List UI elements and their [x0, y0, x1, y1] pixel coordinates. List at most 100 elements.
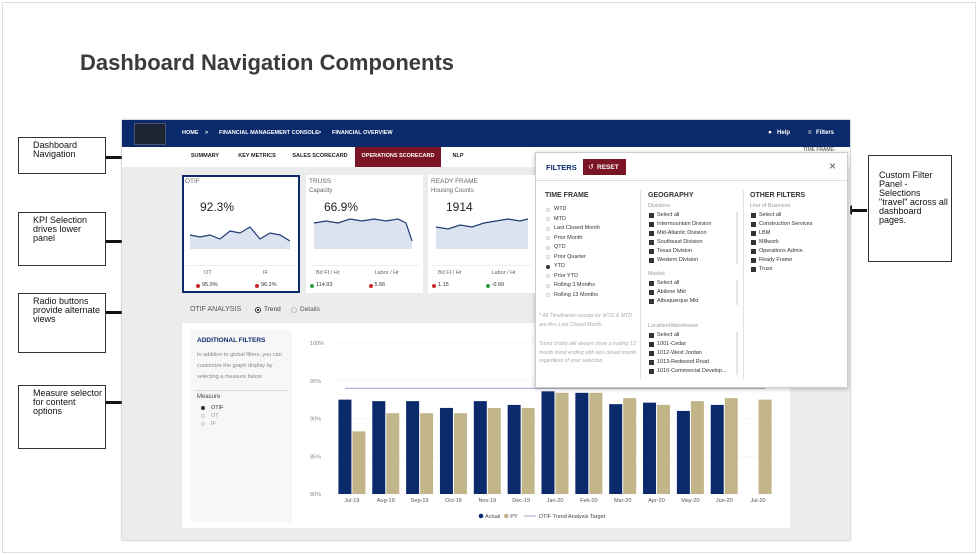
radio[interactable]: [546, 217, 550, 221]
checkbox-checked[interactable]: [751, 249, 756, 254]
filter-option[interactable]: Select all: [657, 212, 680, 218]
breadcrumb[interactable]: FINANCIAL OVERVIEW: [332, 130, 393, 136]
filter-option[interactable]: Southeast Division: [657, 239, 703, 245]
kpi-measure-value: 114.93: [316, 282, 333, 288]
checkbox-checked[interactable]: [649, 333, 654, 338]
bar: [575, 392, 589, 494]
filter-option[interactable]: 1016-Commercial Develop...: [657, 368, 727, 374]
breadcrumb[interactable]: HOME: [182, 130, 199, 136]
column-divider: [640, 190, 641, 380]
tab[interactable]: SUMMARY: [190, 153, 220, 159]
checkbox-checked[interactable]: [649, 351, 654, 356]
filter-option[interactable]: Rolling 3 Months: [554, 282, 595, 288]
radio-label[interactable]: Trend: [264, 306, 281, 313]
radio[interactable]: [546, 274, 550, 278]
radio[interactable]: [546, 293, 550, 297]
filter-option[interactable]: MTD: [554, 215, 566, 222]
filter-option[interactable]: Truss: [759, 266, 773, 272]
breadcrumb[interactable]: FINANCIAL MANAGEMENT CONSOLE: [219, 130, 319, 136]
filter-option[interactable]: LBM: [759, 230, 771, 236]
checkbox-checked[interactable]: [751, 213, 756, 218]
kpi-measure-value: 95.9%: [202, 282, 218, 288]
filter-option[interactable]: Intermountain Division: [657, 221, 712, 227]
filter-option[interactable]: 1012-West Jordan: [657, 350, 702, 356]
filter-option[interactable]: Select all: [657, 332, 680, 338]
measure-option[interactable]: OTIF: [211, 405, 224, 411]
checkbox-checked[interactable]: [649, 299, 654, 304]
checkbox-checked[interactable]: [649, 360, 654, 365]
tab[interactable]: OPERATIONS SCORECARD: [355, 147, 441, 167]
filter-option[interactable]: Select all: [657, 280, 680, 286]
checkbox-checked[interactable]: [649, 240, 654, 245]
x-tick-label: Apr-20: [648, 498, 665, 504]
filter-option[interactable]: 1013-Redwood Road: [657, 359, 709, 365]
radio-selected[interactable]: [255, 307, 261, 313]
filter-column-title: GEOGRAPHY: [648, 192, 694, 199]
checkbox-checked[interactable]: [649, 369, 654, 374]
filter-option[interactable]: Last Closed Month: [554, 225, 600, 231]
tab[interactable]: SALES SCORECARD: [292, 153, 348, 159]
radio-selected[interactable]: [201, 406, 205, 410]
bar: [473, 401, 487, 494]
checkbox-checked[interactable]: [751, 267, 756, 272]
filter-option[interactable]: QTD: [554, 244, 566, 250]
tab[interactable]: NLP: [452, 153, 464, 159]
reset-button[interactable]: [583, 159, 626, 175]
radio[interactable]: [291, 307, 297, 313]
radio[interactable]: [546, 245, 550, 250]
bar: [657, 404, 671, 494]
filter-option[interactable]: 1001-Cedar: [657, 341, 687, 347]
filter-option[interactable]: Prior Month: [554, 234, 583, 241]
measure-option[interactable]: IF: [211, 421, 216, 427]
reset-label[interactable]: RESET: [597, 164, 619, 171]
radio[interactable]: [546, 236, 550, 240]
checkbox-checked[interactable]: [649, 249, 654, 254]
measure-option[interactable]: OT: [211, 413, 219, 419]
status-dot: [432, 284, 436, 288]
checkbox-checked[interactable]: [649, 258, 654, 263]
radio-selected[interactable]: [546, 264, 550, 269]
filter-option[interactable]: Albuquerque Mkt: [657, 298, 699, 304]
time-frame-label: TIME FRAME:: [803, 147, 836, 153]
filter-option[interactable]: YTD: [554, 263, 565, 269]
filter-option[interactable]: Rolling 13 Months: [554, 291, 599, 298]
checkbox-checked[interactable]: [649, 213, 654, 218]
radio[interactable]: [546, 226, 550, 231]
checkbox-checked[interactable]: [751, 231, 756, 236]
filter-option[interactable]: Millwork: [759, 239, 779, 245]
checkbox-checked[interactable]: [751, 240, 756, 245]
radio[interactable]: [546, 283, 550, 288]
checkbox-checked[interactable]: [751, 258, 756, 263]
filter-option[interactable]: Texas Division: [657, 248, 693, 254]
filter-option[interactable]: Mid-Atlantic Division: [657, 230, 707, 236]
radio-label[interactable]: Details: [300, 306, 320, 313]
filter-option[interactable]: Prior Quarter: [554, 253, 586, 260]
radio[interactable]: [546, 255, 550, 259]
filter-note: * All Timeframes except for WTD & MTD ar…: [539, 313, 632, 328]
checkbox-checked[interactable]: [649, 231, 654, 236]
filter-option[interactable]: Abilene Mkt: [657, 289, 686, 295]
legend-label: PY: [510, 514, 518, 520]
filter-option[interactable]: Operations Admin: [759, 248, 803, 254]
checkbox-checked[interactable]: [649, 290, 654, 295]
checkbox-checked[interactable]: [649, 222, 654, 227]
close-button[interactable]: ×: [829, 159, 837, 173]
filter-option[interactable]: Select all: [759, 212, 782, 218]
radio[interactable]: [201, 422, 205, 426]
radio[interactable]: [201, 414, 205, 418]
sparkline-area: [190, 227, 290, 249]
checkbox-checked[interactable]: [751, 222, 756, 227]
bar: [676, 410, 690, 494]
checkbox-checked[interactable]: [649, 281, 654, 286]
filter-option[interactable]: Construction Services: [759, 221, 813, 227]
filter-option[interactable]: Western Division: [657, 257, 699, 263]
filter-option[interactable]: WTD: [554, 206, 567, 212]
checkbox-checked[interactable]: [649, 342, 654, 347]
filters-link[interactable]: Filters: [816, 130, 835, 136]
filter-option[interactable]: Prior YTD: [554, 272, 579, 279]
tab[interactable]: KEY METRICS: [238, 153, 276, 159]
filter-option[interactable]: Ready Frame: [759, 257, 793, 263]
help-link[interactable]: Help: [777, 130, 791, 136]
radio[interactable]: [546, 207, 550, 212]
